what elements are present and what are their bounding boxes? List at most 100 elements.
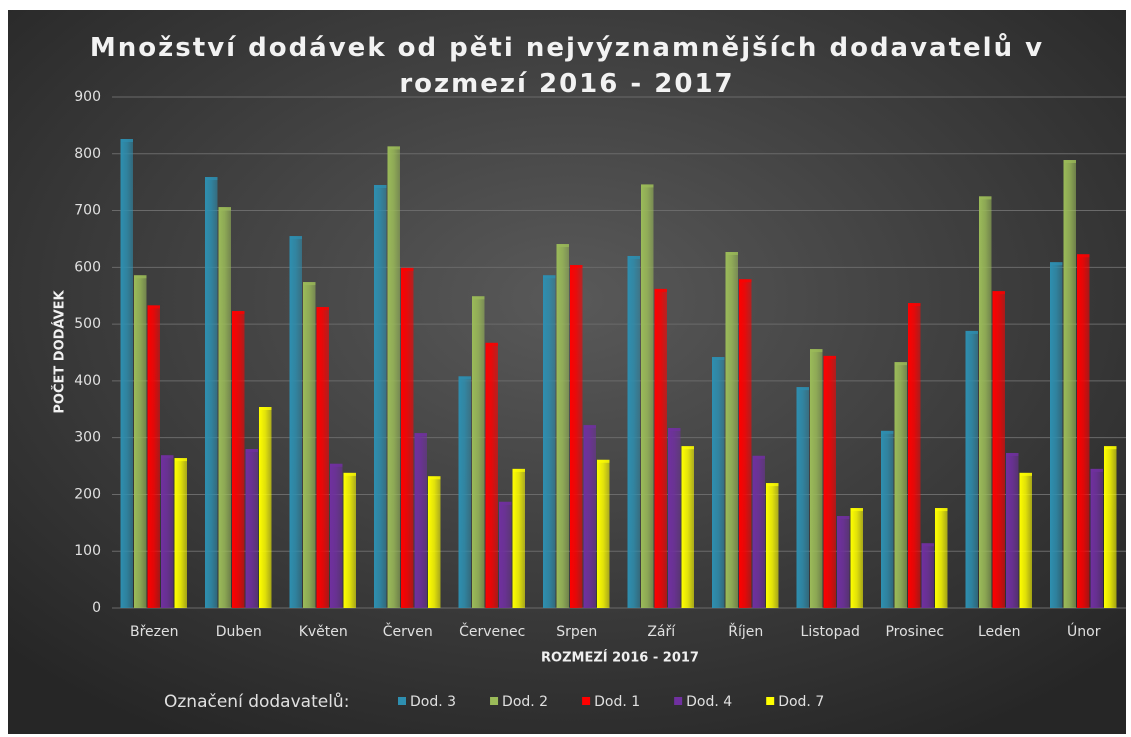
bar [543,275,556,608]
x-tick-label: Červen [383,622,433,640]
bar [668,428,681,608]
bar [627,255,640,608]
bar [512,468,525,608]
bar [485,342,498,608]
bar [712,357,725,608]
bar-cap [414,433,427,437]
bar-cap [205,177,218,181]
legend-label: Dod. 2 [502,694,548,710]
y-tick-label: 400 [74,373,101,389]
bar-cap [303,282,316,286]
bar [739,279,752,608]
bar-cap [374,185,387,189]
y-tick-label: 300 [74,430,101,446]
y-tick-label: 0 [92,600,101,616]
bar-cap [1063,160,1076,164]
bar-cap [992,291,1005,295]
bar [654,288,667,608]
y-tick-label: 200 [74,486,101,502]
bar-cap [289,236,302,240]
x-tick-label: Únor [1067,622,1101,640]
bar [387,146,400,608]
bar [174,458,187,608]
bar [472,296,485,608]
bar [147,305,160,608]
bar-cap [259,407,272,411]
bar-cap [120,139,133,143]
y-axis-title: POČET DODÁVEK [52,289,68,413]
bar [725,252,738,608]
bar [428,476,441,608]
bar [766,483,779,608]
bar-cap [627,255,640,259]
bar [499,501,512,608]
bar-cap [1019,472,1032,476]
bar [1077,254,1090,608]
bar-cap [330,463,343,467]
bar [1090,468,1103,608]
bar-cap [387,146,400,150]
bar-cap [766,483,779,487]
x-tick-label: Září [647,624,676,640]
y-tick-label: 700 [74,203,101,219]
legend-label: Dod. 3 [410,694,456,710]
bar [935,508,948,608]
bar [979,196,992,608]
bar-cap [850,508,863,512]
bar-cap [837,516,850,520]
bar [823,355,836,608]
bar-cap [881,430,894,434]
legend-swatch [766,697,775,705]
bar-cap [512,468,525,472]
bar-cap [1077,254,1090,258]
bar [894,362,907,608]
bar-cap [218,207,231,211]
legend-swatch [674,697,683,705]
bar [837,516,850,608]
bar [134,275,147,608]
y-tick-label: 900 [74,89,101,105]
bar-cap [739,279,752,283]
bar-cap [752,455,765,459]
bar-cap [796,387,809,391]
bar-cap [979,196,992,200]
bar-cap [174,458,187,462]
bar [1063,160,1076,609]
x-tick-label: Srpen [556,624,597,640]
bar-cap [725,252,738,256]
y-tick-label: 600 [74,259,101,275]
bar [965,330,978,608]
x-tick-label: Březen [130,624,179,640]
bar [303,282,316,608]
bar-cap [1050,262,1063,266]
legend-label: Dod. 7 [778,694,824,710]
bar-cap [654,288,667,292]
bar-cap [1104,446,1117,450]
bar [161,455,174,608]
bar-cap [134,275,147,279]
bar [570,265,583,608]
x-tick-label: Květen [299,624,348,640]
bar-cap [681,446,694,450]
bar [1104,446,1117,608]
y-tick-label: 800 [74,146,101,162]
bar-cap [556,244,569,248]
bar-cap [894,362,907,366]
bar [1006,452,1019,608]
bar [120,139,133,608]
x-tick-label: Říjen [728,623,763,640]
x-tick-label: Červenec [459,622,525,640]
legend-label: Dod. 1 [594,694,640,710]
bar-cap [921,543,934,547]
x-tick-label: Listopad [801,624,860,640]
legend-label: Dod. 4 [686,694,732,710]
bar-cap [823,355,836,359]
bar-cap [428,476,441,480]
bar [992,291,1005,608]
bar [921,543,934,608]
legend-swatch [582,697,591,705]
bar [414,433,427,608]
bar-cap [485,342,498,346]
bar-cap [343,472,356,476]
